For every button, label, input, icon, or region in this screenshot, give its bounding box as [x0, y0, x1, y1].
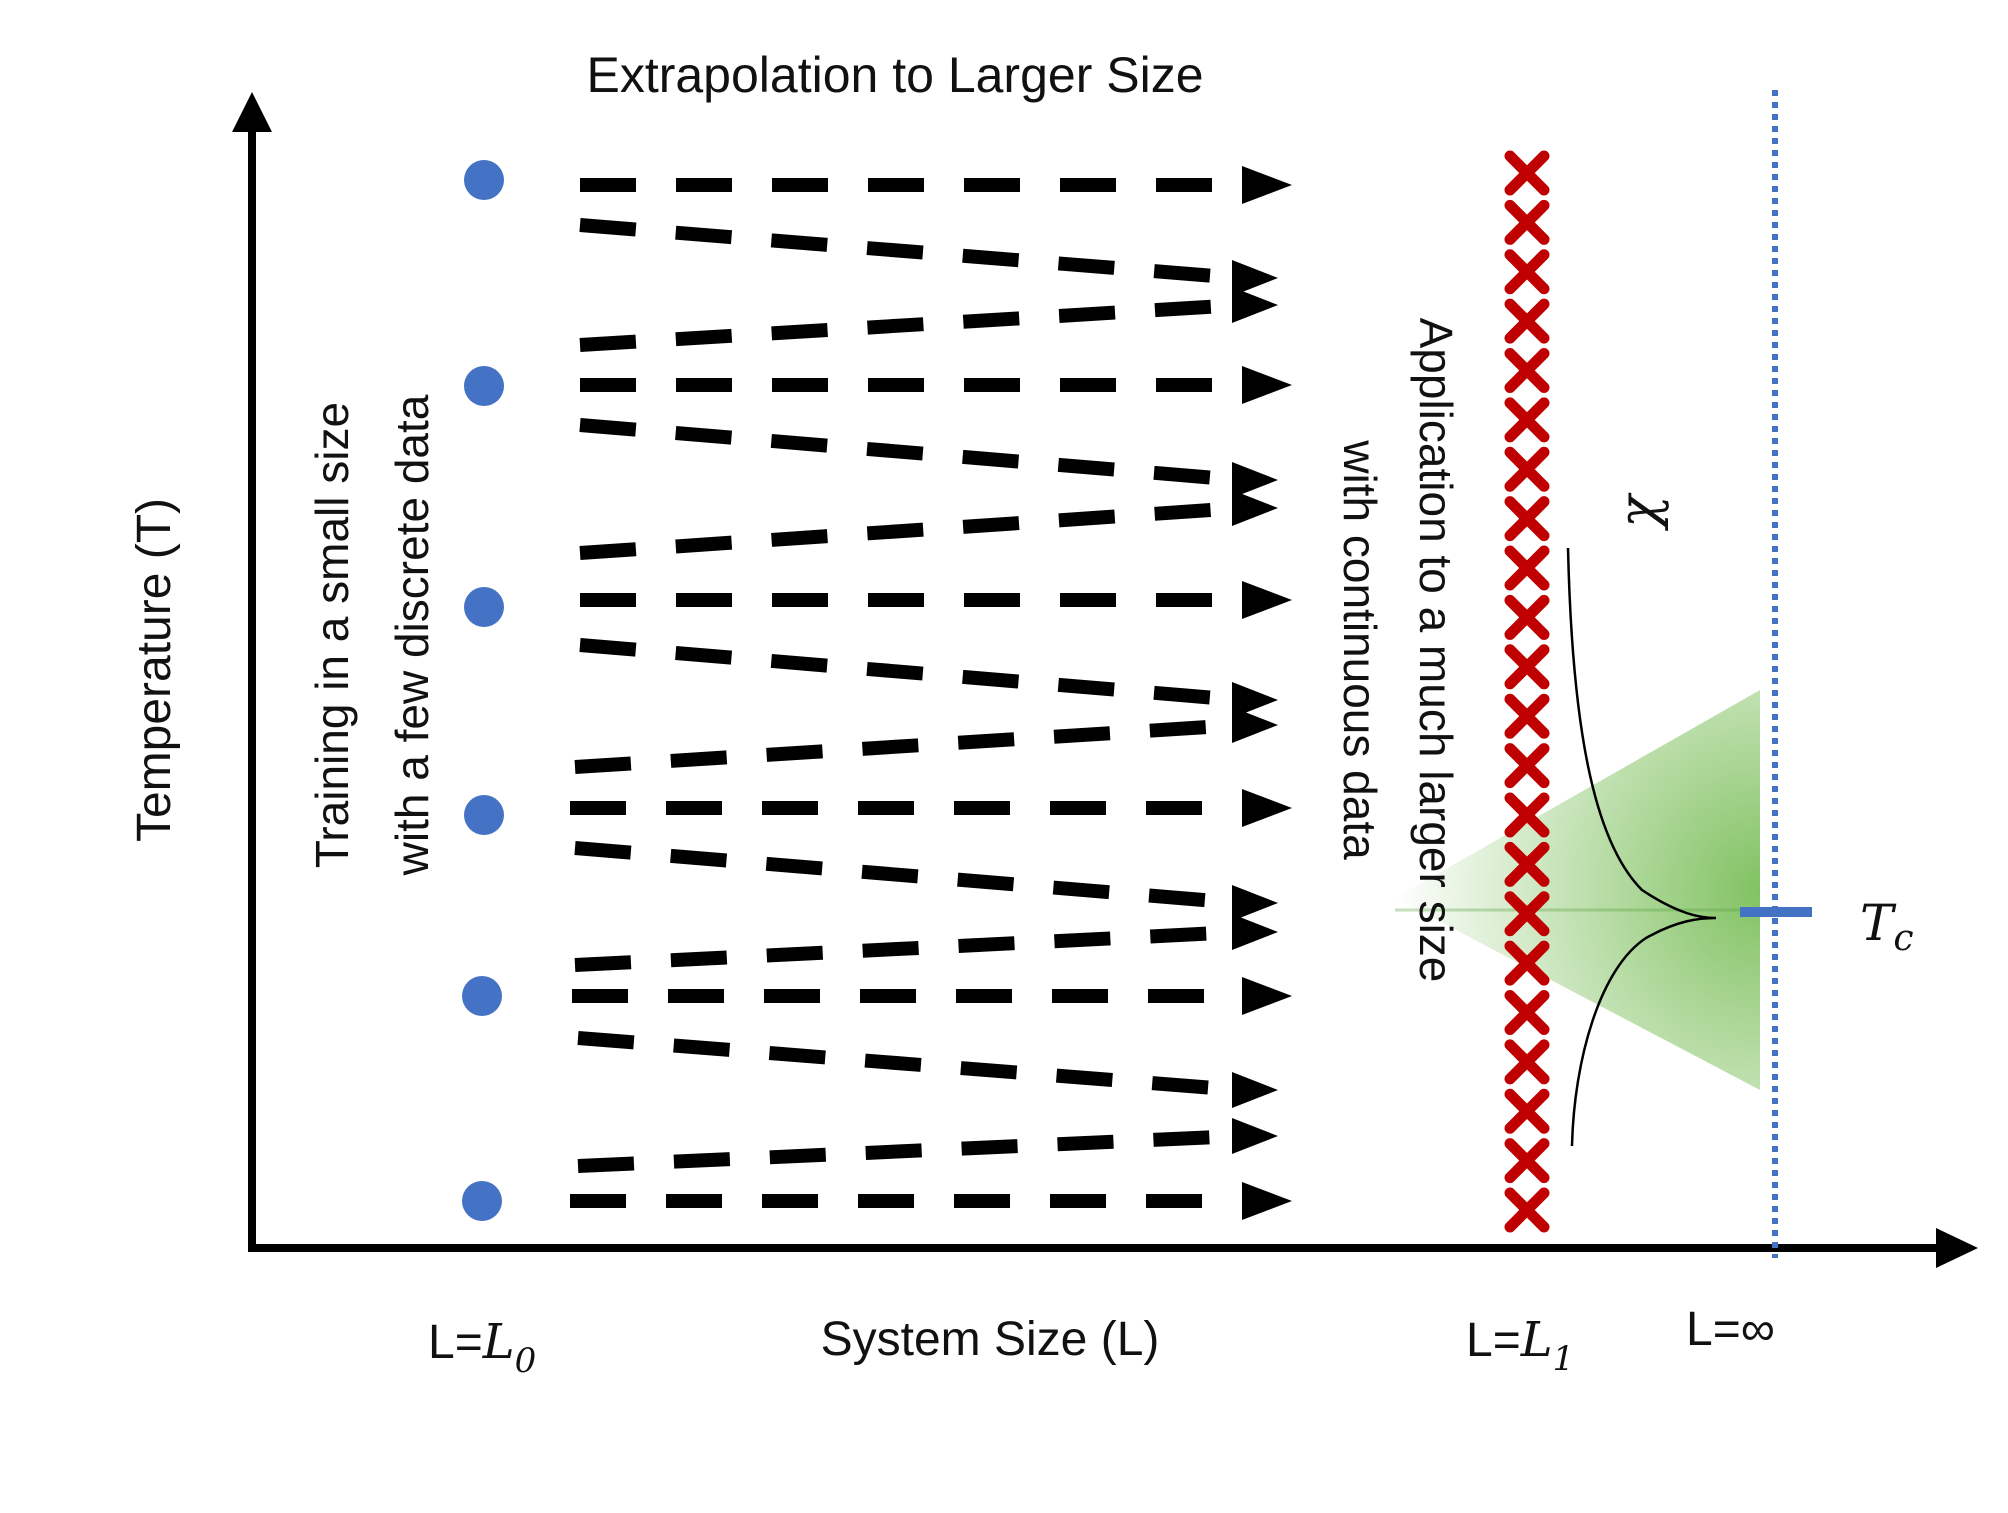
extrapolation-arrow [574, 718, 1241, 774]
application-marker [1504, 545, 1550, 591]
application-markers [1504, 150, 1550, 1233]
application-marker [1504, 989, 1550, 1035]
tick-label-L1: L=L1 [1466, 1312, 1574, 1379]
application-marker [1504, 348, 1550, 394]
y-axis [232, 92, 272, 1248]
x-axis-label: System Size (L) [821, 1313, 1160, 1366]
arrowhead [1242, 581, 1292, 619]
application-text-line1: Application to a much larger size [1410, 318, 1462, 983]
application-marker [1504, 743, 1550, 789]
application-marker [1504, 792, 1550, 838]
x-axis [248, 1228, 1978, 1268]
application-marker [1504, 1138, 1550, 1184]
arrowhead [1232, 462, 1278, 498]
training-point [464, 795, 504, 835]
application-text-line2: with continuous data [1334, 439, 1386, 860]
training-point [462, 976, 502, 1016]
application-marker [1504, 644, 1550, 690]
application-marker [1504, 1039, 1550, 1085]
application-marker [1504, 891, 1550, 937]
arrowhead [1232, 682, 1278, 718]
application-marker [1504, 594, 1550, 640]
extrapolation-arrow [577, 1129, 1241, 1173]
application-marker [1504, 199, 1550, 245]
extrapolation-arrow [574, 925, 1241, 972]
application-marker [1504, 249, 1550, 295]
extrapolation-arrow [579, 501, 1241, 560]
application-marker [1504, 496, 1550, 542]
arrowhead [1242, 1182, 1292, 1220]
application-marker [1504, 298, 1550, 344]
application-annotation: Application to a much larger size with c… [1334, 318, 1462, 983]
extrapolation-arrow [577, 1031, 1241, 1097]
extrapolation-arrow [579, 218, 1241, 285]
training-text-line2: with a few discrete data [386, 394, 438, 876]
arrowhead [1232, 260, 1278, 296]
extrapolation-arrow [579, 638, 1241, 707]
application-marker [1504, 1187, 1550, 1233]
arrowhead [1232, 287, 1278, 323]
application-marker [1504, 841, 1550, 887]
critical-region-band [1395, 690, 1760, 1090]
diagram-title: Extrapolation to Larger Size [586, 47, 1203, 103]
arrowhead [1242, 166, 1292, 204]
application-marker [1504, 693, 1550, 739]
application-marker [1504, 940, 1550, 986]
critical-temperature-label: Tc [1860, 894, 1914, 959]
arrowhead [1232, 1118, 1278, 1154]
chi-symbol: χ [1627, 492, 1690, 532]
extrapolation-arrow [579, 418, 1241, 487]
application-marker [1504, 150, 1550, 196]
extrapolation-arrowheads [1232, 166, 1292, 1220]
arrowhead [1232, 914, 1278, 950]
training-points [462, 160, 504, 1221]
arrowhead [1242, 366, 1292, 404]
arrowhead [1232, 490, 1278, 526]
training-point [462, 1181, 502, 1221]
extrapolation-arrows [570, 178, 1241, 1208]
susceptibility-curve [1566, 547, 1717, 1147]
application-marker [1504, 1088, 1550, 1134]
extrapolation-arrow [579, 298, 1241, 352]
training-text-line1: Training in a small size [306, 402, 358, 868]
arrowhead [1242, 977, 1292, 1015]
application-marker [1504, 397, 1550, 443]
extrapolation-arrow [574, 841, 1241, 910]
tick-label-L0: L=L0 [428, 1314, 536, 1381]
arrowhead [1232, 885, 1278, 921]
tick-label-L-infinity: L=∞ [1686, 1303, 1775, 1356]
arrowhead [1232, 1072, 1278, 1108]
training-point [464, 366, 504, 406]
arrowhead [1232, 707, 1278, 743]
y-axis-label: Temperature (T) [128, 498, 181, 842]
training-point [464, 587, 504, 627]
training-point [464, 160, 504, 200]
arrowhead [1242, 789, 1292, 827]
application-marker [1504, 446, 1550, 492]
training-annotation: Training in a small size with a few disc… [306, 394, 438, 876]
